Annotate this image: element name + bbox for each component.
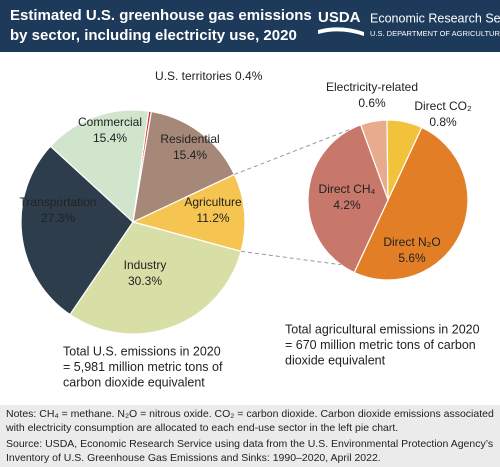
category-label: U.S. territories [155,69,232,83]
note: Notes: CH₄ = methane. N₂O = nitrous oxid… [6,408,494,420]
pie-slice [69,221,242,335]
category-label: Transportation [20,195,97,209]
value-label: 0.4% [235,69,263,83]
pie-slice [307,124,389,274]
value-label: 27.3% [41,211,75,225]
department: U.S. DEPARTMENT OF AGRICULTURE [370,29,500,38]
category-label: Residential [160,132,219,146]
category-label: Direct CH₄ [319,182,376,196]
source: Source: USDA, Economic Research Service … [6,438,493,450]
caption: Total agricultural emissions in 2020 [285,322,480,336]
category-label: Direct N₂O [383,235,440,249]
caption: = 5,981 million metric tons of [63,360,223,374]
value-label: 5.6% [398,251,426,265]
header-band [0,0,500,52]
value-label: 4.2% [333,198,361,212]
pie-slice [353,126,469,281]
value-label: 11.2% [196,211,229,225]
value-label: 15.4% [173,148,207,162]
pie-slice [49,109,150,224]
category-label: Agriculture [184,195,242,209]
note: with electricity consumption are allocat… [5,422,398,434]
value-label: 15.4% [93,131,127,145]
caption: dioxide equivalent [285,353,386,367]
slice-label: U.S. territories 0.4% [155,69,263,83]
category-label: Industry [124,258,167,272]
pie-slice [131,173,246,253]
pie-slice [20,145,134,316]
source: Inventory of U.S. Greenhouse Gas Emissio… [6,452,381,464]
title: Estimated U.S. greenhouse gas emissions [10,7,312,24]
pie-slice [132,110,236,224]
value-label: 0.8% [429,115,457,129]
title: by sector, including electricity use, 20… [10,27,297,44]
connector [241,250,342,266]
value-label: 0.6% [358,96,386,110]
category-label: Electricity-related [326,80,418,94]
category-label: Direct CO₂ [414,99,472,113]
agency: Economic Research Service [370,11,500,25]
category-label: Commercial [78,115,142,129]
caption: carbon dioxide equivalent [63,375,205,389]
notes-band [0,405,500,467]
caption: = 670 million metric tons of carbon [285,338,476,352]
logo: USDA [318,9,361,26]
caption: Total U.S. emissions in 2020 [63,344,221,358]
logo-mark [318,27,364,36]
value-label: 30.3% [128,274,162,288]
